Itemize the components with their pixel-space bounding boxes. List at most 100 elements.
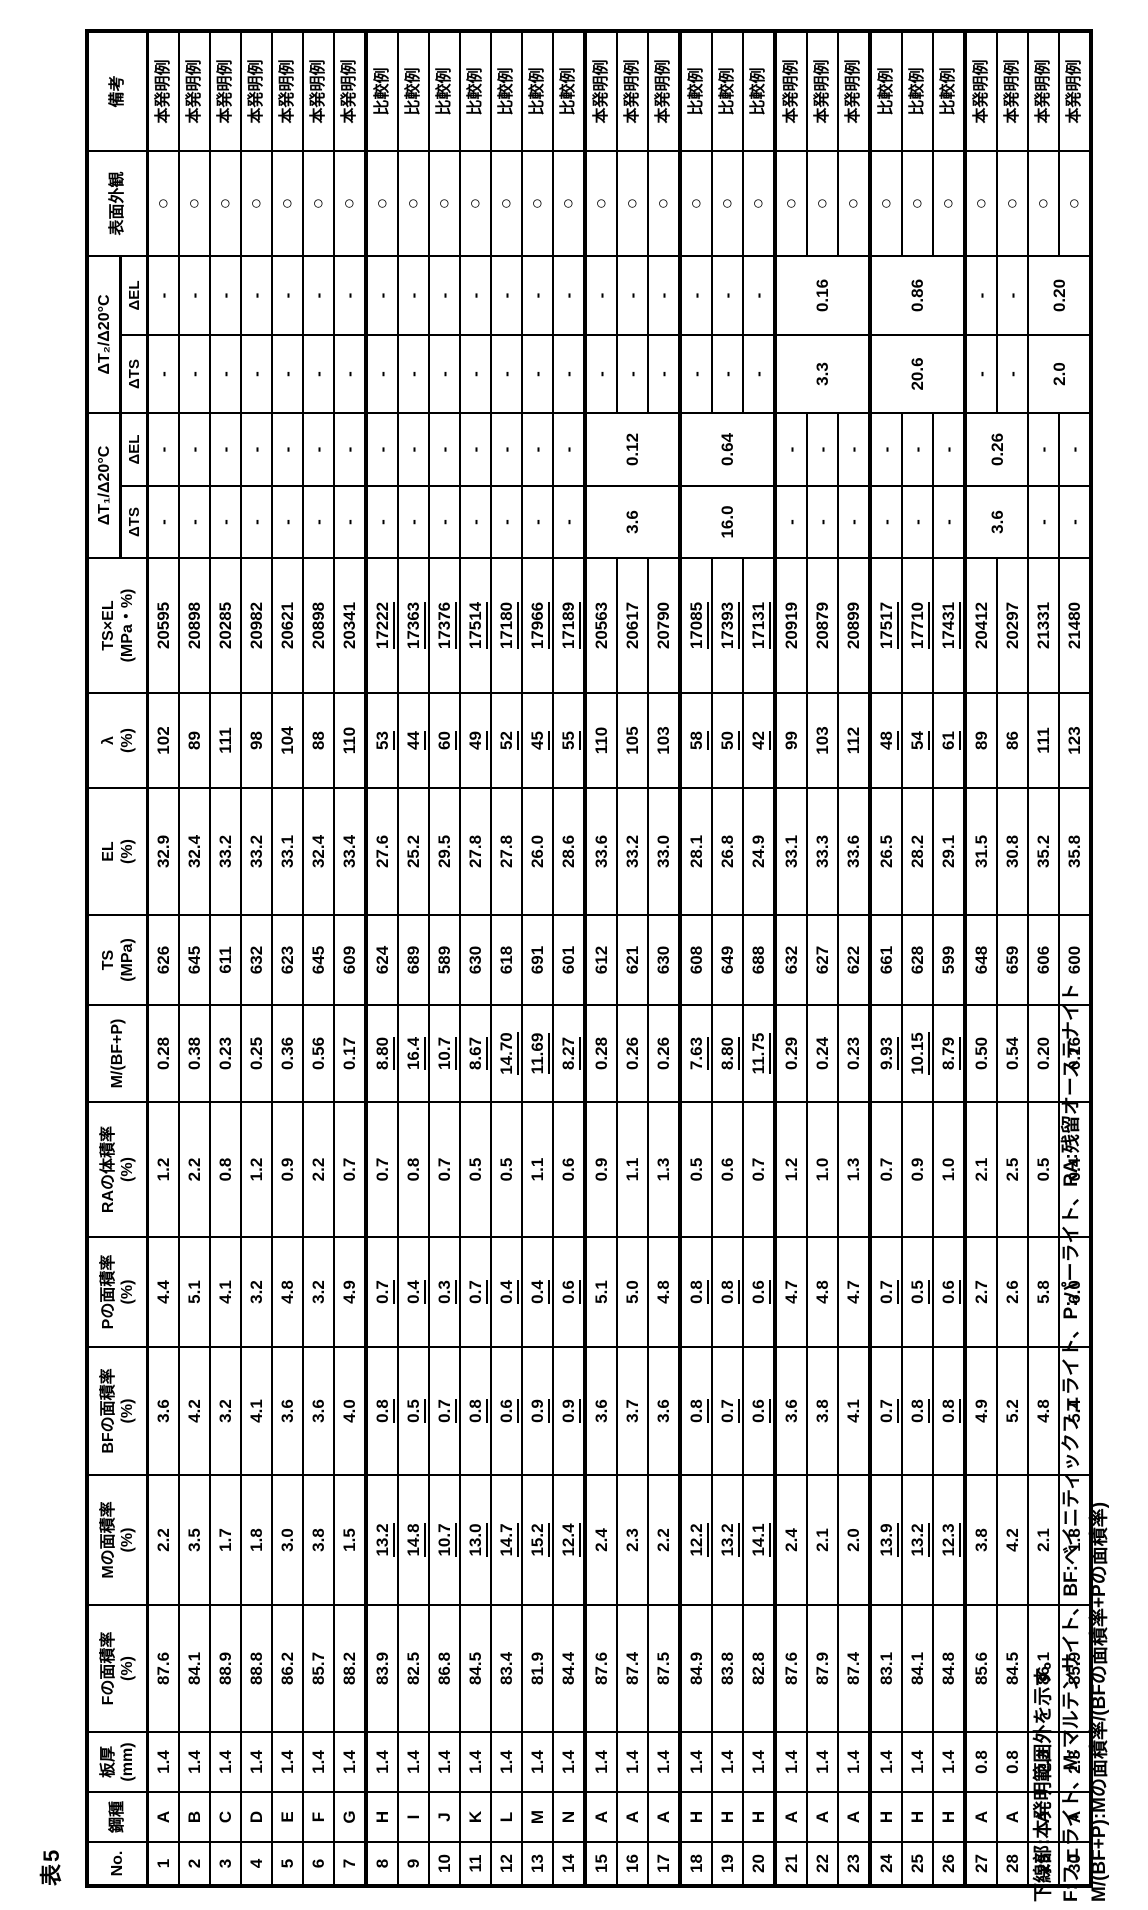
underlined-value: 0.7: [877, 1399, 899, 1423]
cell-m-over-bfp: 0.24: [807, 1005, 838, 1102]
cell-surface-appearance: ○: [522, 150, 553, 256]
underlined-value: 0.4: [528, 1280, 550, 1304]
cell-dt2-dts: -: [585, 335, 617, 413]
cell-m-area: 3.0: [272, 1475, 303, 1605]
header-line: Fの面積率: [99, 1631, 117, 1706]
cell-m-over-bfp: 0.50: [965, 1005, 997, 1102]
cell-thickness: 1.4: [775, 1732, 807, 1792]
cell-ts: 601: [553, 915, 585, 1005]
cell-el: 33.6: [838, 788, 870, 915]
underlined-value: 8.27: [559, 1036, 581, 1071]
header-line: (%): [118, 1656, 136, 1681]
cell-remarks: 比較例: [522, 30, 553, 151]
cell-dt2-del: -: [272, 255, 303, 335]
cell-dt1-del: -: [838, 413, 870, 486]
header-line: RAの体積率: [99, 1125, 117, 1214]
cell-el: 25.2: [398, 788, 429, 915]
underlined-value: 12.4: [559, 1523, 581, 1557]
cell-steel-grade: A: [617, 1792, 648, 1842]
table-header: No. 鋼種 板厚 (mm) Fの面積率 (%) Mの面積率 (%) BFの面積…: [87, 30, 148, 1886]
cell-ts: 689: [398, 915, 429, 1005]
cell-m-over-bfp: 0.25: [241, 1005, 272, 1102]
cell-m-area: 13.2: [712, 1475, 743, 1605]
header-line: (%): [118, 1279, 136, 1305]
cell-remarks: 本発明例: [585, 30, 617, 151]
cell-steel-grade: A: [807, 1792, 838, 1842]
cell-bf-area: 0.8: [933, 1347, 965, 1475]
cell-m-area: 3.8: [965, 1475, 997, 1605]
header-line: (%): [118, 1157, 136, 1182]
cell-ts-times-el: 20621: [272, 558, 303, 693]
cell-dt1-del: -: [775, 413, 807, 486]
cell-bf-area: 3.6: [147, 1347, 179, 1475]
cell-dt1-del: -: [933, 413, 965, 486]
underlined-value: 13.2: [373, 1523, 395, 1557]
cell-ra-volume: 0.9: [902, 1102, 933, 1237]
cell-surface-appearance: ○: [460, 150, 491, 256]
cell-f-area: 84.9: [680, 1605, 712, 1732]
cell-dt2-del: -: [210, 255, 241, 335]
underlined-value: 0.7: [466, 1280, 488, 1304]
underlined-value: 17514: [466, 601, 488, 650]
col-header-surface: 表面外観: [87, 150, 148, 256]
cell-no: 19: [712, 1842, 743, 1886]
underlined-value: 17710: [908, 601, 930, 650]
cell-ra-volume: 0.7: [334, 1102, 366, 1237]
cell-ts: 626: [147, 915, 179, 1005]
cell-steel-grade: H: [366, 1792, 398, 1842]
cell-f-area: 84.1: [902, 1605, 933, 1732]
cell-bf-area: 0.7: [870, 1347, 902, 1475]
cell-ra-volume: 0.9: [272, 1102, 303, 1237]
cell-p-area: 4.9: [334, 1237, 366, 1347]
cell-surface-appearance: ○: [680, 150, 712, 256]
cell-m-area: 2.2: [648, 1475, 680, 1605]
cell-bf-area: 0.6: [491, 1347, 522, 1475]
cell-dt2-dts: -: [648, 335, 680, 413]
cell-dt1-dts: -: [807, 486, 838, 558]
cell-surface-appearance: ○: [272, 150, 303, 256]
cell-remarks: 本発明例: [147, 30, 179, 151]
cell-dt2-dts: -: [179, 335, 210, 413]
cell-dt2-del: -: [179, 255, 210, 335]
cell-dt1-dts: -: [179, 486, 210, 558]
cell-p-area: 0.4: [398, 1237, 429, 1347]
underlined-value: 0.6: [497, 1399, 519, 1423]
cell-el: 33.2: [241, 788, 272, 915]
cell-no: 6: [303, 1842, 334, 1886]
cell-thickness: 1.4: [743, 1732, 775, 1792]
cell-f-area: 83.8: [712, 1605, 743, 1732]
cell-el: 27.6: [366, 788, 398, 915]
cell-m-area: 12.3: [933, 1475, 965, 1605]
underlined-value: 0.4: [404, 1280, 426, 1304]
cell-el: 26.0: [522, 788, 553, 915]
cell-bf-area: 0.6: [743, 1347, 775, 1475]
cell-dt2-del: -: [553, 255, 585, 335]
cell-dt2-dts: -: [147, 335, 179, 413]
cell-m-area: 2.3: [617, 1475, 648, 1605]
table-row: 28 A 0.8 84.5 4.2 5.2 2.6 2.5 0.54 659 30.8 86 20297…: [997, 30, 1028, 1886]
cell-dt1-dts: -: [1028, 486, 1059, 558]
cell-no: 13: [522, 1842, 553, 1886]
cell-steel-grade: A: [585, 1792, 617, 1842]
col-header-dt2-del: ΔEL: [120, 255, 148, 335]
underlined-value: 53: [373, 731, 395, 750]
cell-surface-appearance: ○: [303, 150, 334, 256]
cell-lambda: 42: [743, 693, 775, 788]
cell-ts: 627: [807, 915, 838, 1005]
cell-ts-times-el: 17189: [553, 558, 585, 693]
cell-surface-appearance: ○: [902, 150, 933, 256]
cell-remarks: 比較例: [553, 30, 585, 151]
underlined-value: 0.5: [908, 1280, 930, 1304]
cell-el: 33.4: [334, 788, 366, 915]
cell-dt2-dts: -: [210, 335, 241, 413]
cell-surface-appearance: ○: [179, 150, 210, 256]
cell-ra-volume: 1.0: [933, 1102, 965, 1237]
cell-remarks: 比較例: [870, 30, 902, 151]
cell-m-over-bfp: 8.80: [366, 1005, 398, 1102]
cell-m-area: 1.7: [210, 1475, 241, 1605]
cell-dt1-dts: -: [241, 486, 272, 558]
header-line: (mm): [118, 1742, 136, 1782]
cell-steel-grade: J: [429, 1792, 460, 1842]
cell-remarks: 本発明例: [775, 30, 807, 151]
cell-surface-appearance: ○: [585, 150, 617, 256]
